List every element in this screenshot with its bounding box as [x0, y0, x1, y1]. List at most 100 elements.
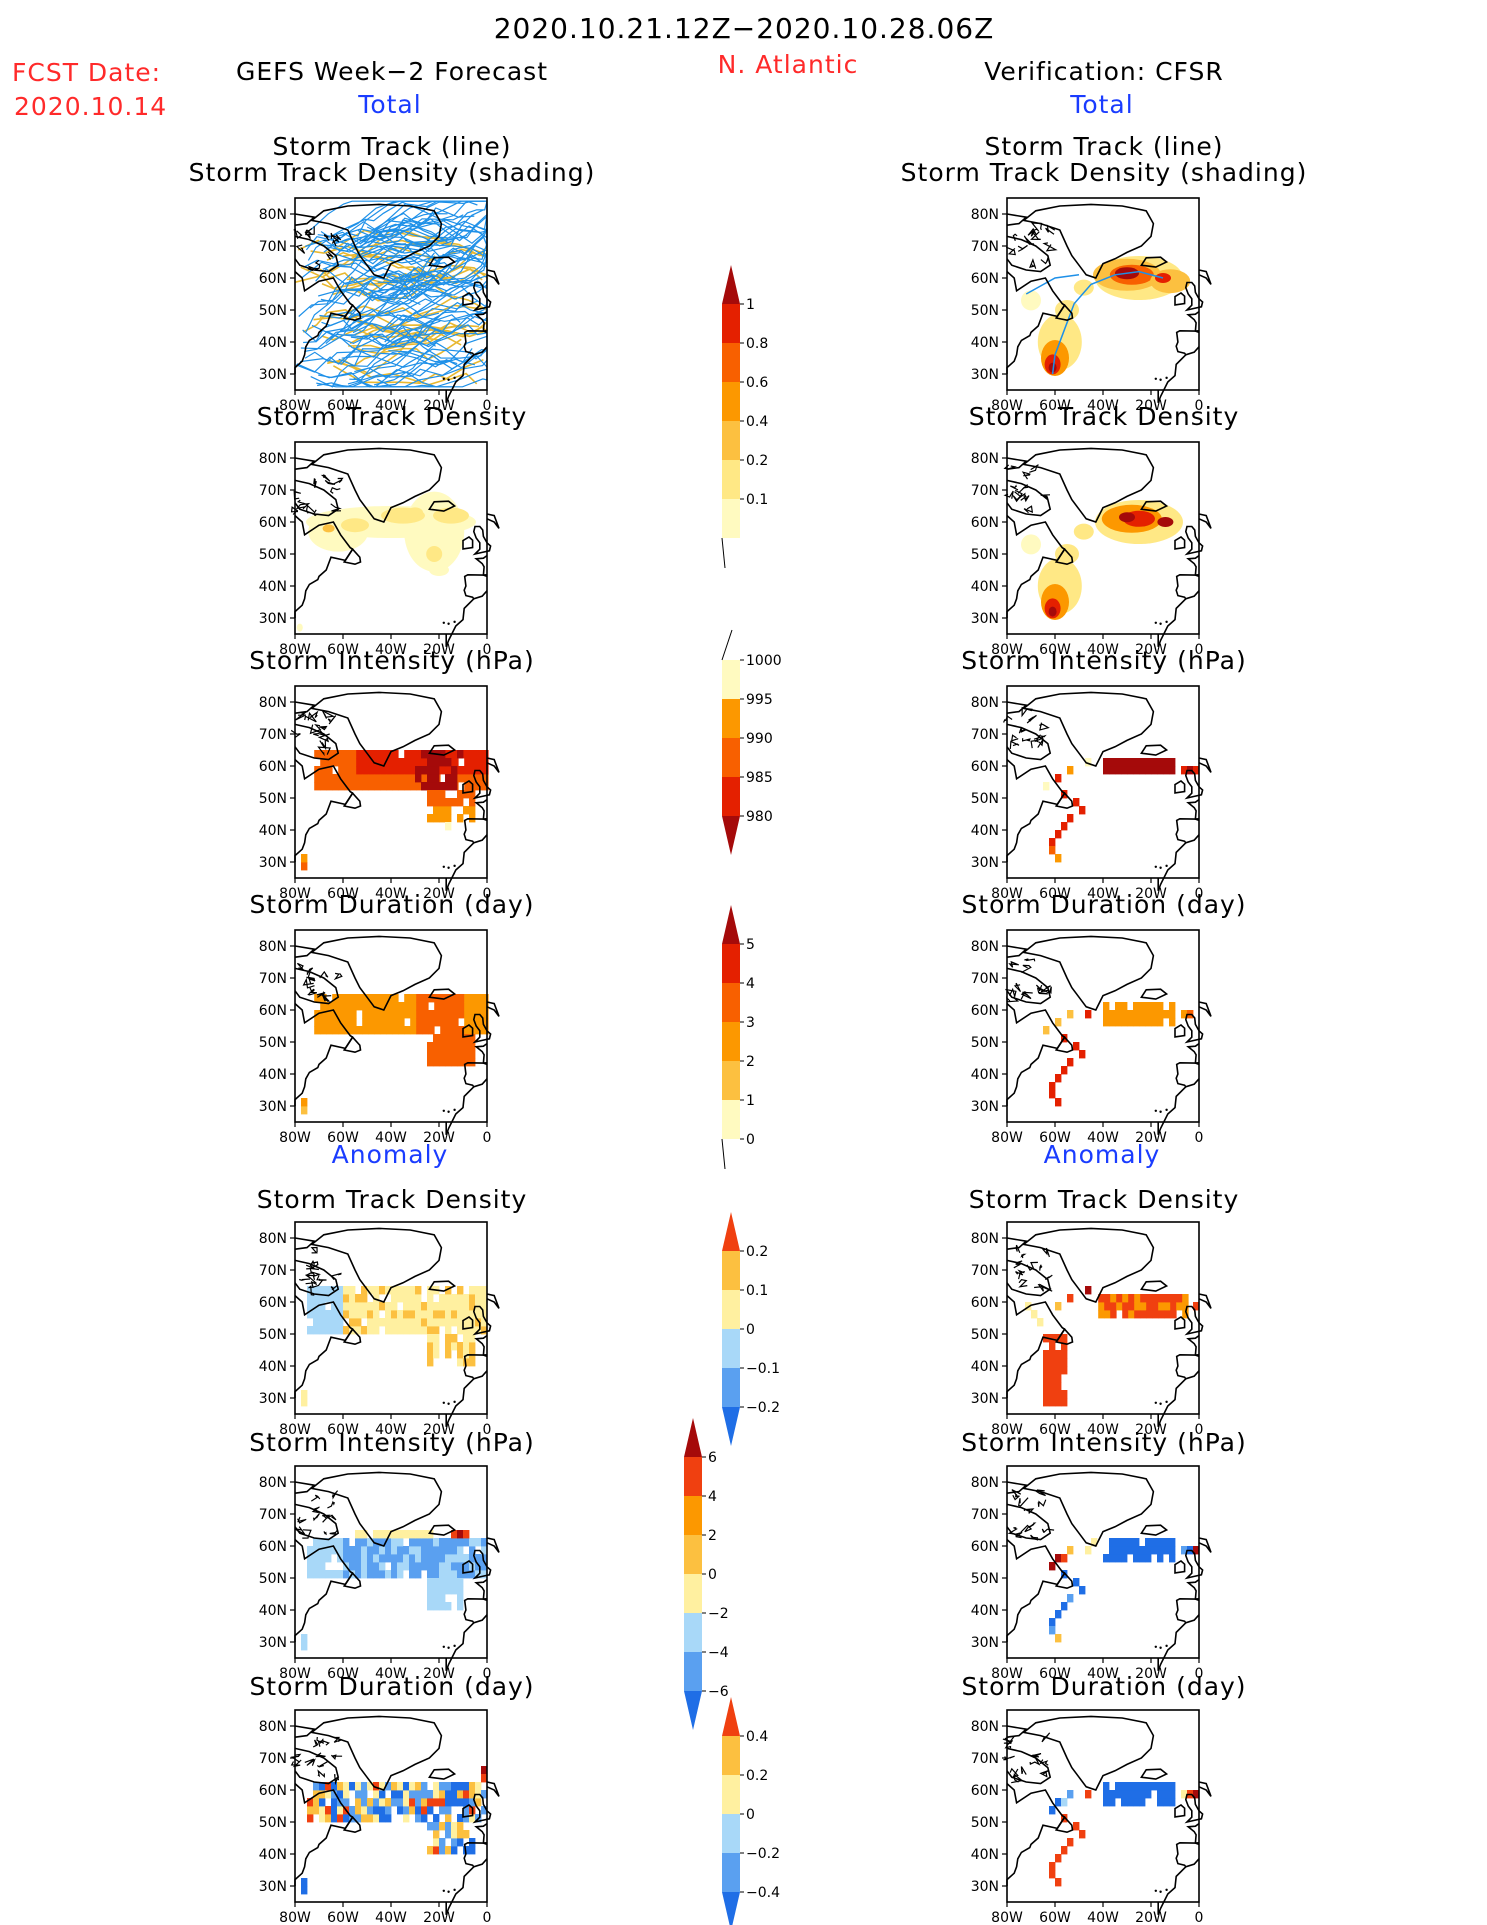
lon-tick-label: 0: [1195, 886, 1204, 902]
grid-cell: [397, 1286, 404, 1295]
grid-cell: [445, 1554, 452, 1563]
track-line: [307, 212, 448, 261]
lat-tick-label: 40N: [259, 823, 287, 839]
colorbar-segment: [722, 777, 740, 816]
grid-cell: [398, 1002, 405, 1011]
grid-cell: [457, 1570, 464, 1579]
grid-cell: [338, 1018, 345, 1027]
grid-cell: [427, 790, 434, 799]
grid-cell: [409, 1790, 416, 1799]
grid-cell: [355, 1782, 362, 1791]
grid-cell: [1109, 1798, 1116, 1807]
grid-cell: [470, 994, 477, 1003]
colorbar-label: −6: [708, 1684, 729, 1700]
grid-cell: [410, 782, 417, 791]
grid-cell: [385, 1814, 392, 1823]
grid-cell: [457, 1830, 464, 1839]
grid-cell: [433, 1034, 440, 1043]
grid-cell: [1049, 1374, 1056, 1383]
grid-cell: [421, 1530, 428, 1539]
grid-cell: [469, 1846, 476, 1855]
grid-cell: [320, 766, 327, 775]
grid-cell: [1103, 758, 1110, 767]
grid-cell: [367, 1814, 374, 1823]
grid-cell: [1170, 1302, 1177, 1311]
grid-cell: [380, 766, 387, 775]
grid-cell: [1098, 1310, 1105, 1319]
lat-tick-label: 40N: [259, 1067, 287, 1083]
grid-cell: [349, 1294, 356, 1303]
grid-cell: [337, 1318, 344, 1327]
grid-cell: [350, 766, 357, 775]
grid-cell: [427, 1570, 434, 1579]
track-line: [381, 275, 488, 330]
grid-cell: [344, 774, 351, 783]
grid-cell: [404, 750, 411, 759]
colorbar-segment: [722, 1736, 740, 1775]
grid-cell: [368, 774, 375, 783]
lat-tick-label: 30N: [971, 1879, 999, 1895]
title-track-line-right: Storm Track (line): [984, 132, 1224, 161]
grid-cell: [463, 1050, 470, 1059]
grid-cell: [410, 1010, 417, 1019]
grid-cell: [481, 1790, 488, 1799]
grid-cell: [361, 1286, 368, 1295]
grid-cell: [463, 1302, 470, 1311]
grid-cell: [325, 1286, 332, 1295]
lat-tick-label: 30N: [259, 1099, 287, 1115]
grid-cell: [445, 1310, 452, 1319]
grid-cell: [337, 1782, 344, 1791]
grid-cell: [1055, 1074, 1062, 1083]
grid-cell: [445, 1302, 452, 1311]
grid-cell: [343, 1310, 350, 1319]
grid-cell: [313, 1562, 320, 1571]
grid-cell: [356, 774, 363, 783]
lon-tick-label: 60W: [1039, 1422, 1071, 1438]
grid-cell: [332, 758, 339, 767]
grid-cell: [1104, 1302, 1111, 1311]
grid-cell: [355, 1318, 362, 1327]
grid-cell: [386, 774, 393, 783]
grid-cell: [433, 1602, 440, 1611]
grid-cell: [1104, 1294, 1111, 1303]
colorbar-tip: [722, 1892, 740, 1925]
colorbar-label: 0.4: [746, 1729, 768, 1745]
grid-cell: [451, 1334, 458, 1343]
grid-cell: [331, 1302, 338, 1311]
colorbar-tip: [684, 1691, 702, 1730]
grid-cell: [332, 1018, 339, 1027]
colorbar-label: 0: [746, 1322, 755, 1338]
grid-cell: [380, 1010, 387, 1019]
grid-cell: [439, 1846, 446, 1855]
grid-cell: [1115, 1554, 1122, 1563]
grid-cell: [416, 750, 423, 759]
grid-cell: [457, 1562, 464, 1571]
grid-cell: [421, 1318, 428, 1327]
grid-cell: [433, 1350, 440, 1359]
grid-cell: [338, 782, 345, 791]
grid-cell: [421, 766, 428, 775]
grid-cell: [326, 1010, 333, 1019]
grid-cell: [415, 1570, 422, 1579]
colorbar-segment: [684, 1574, 702, 1613]
colorbar-label: 990: [746, 731, 773, 747]
grid-cell: [1061, 1342, 1068, 1351]
grid-cell: [439, 1570, 446, 1579]
grid-cell: [1145, 1018, 1152, 1027]
grid-cell: [319, 1814, 326, 1823]
grid-cell: [415, 774, 422, 783]
colorbar-segment: [722, 660, 740, 699]
grid-cell: [1157, 1790, 1164, 1799]
grid-cell: [1067, 1838, 1074, 1847]
grid-cell: [380, 1018, 387, 1027]
grid-cell: [445, 1546, 452, 1555]
grid-cell: [320, 1002, 327, 1011]
grid-cell: [451, 1530, 458, 1539]
lon-tick-label: 80W: [279, 642, 311, 658]
grid-cell: [307, 1814, 314, 1823]
grid-cell: [428, 1018, 435, 1027]
grid-cell: [451, 1342, 458, 1351]
grid-cell: [338, 1026, 345, 1035]
colorbar-label: −4: [708, 1645, 729, 1661]
lon-tick-label: 20W: [1135, 1666, 1167, 1682]
